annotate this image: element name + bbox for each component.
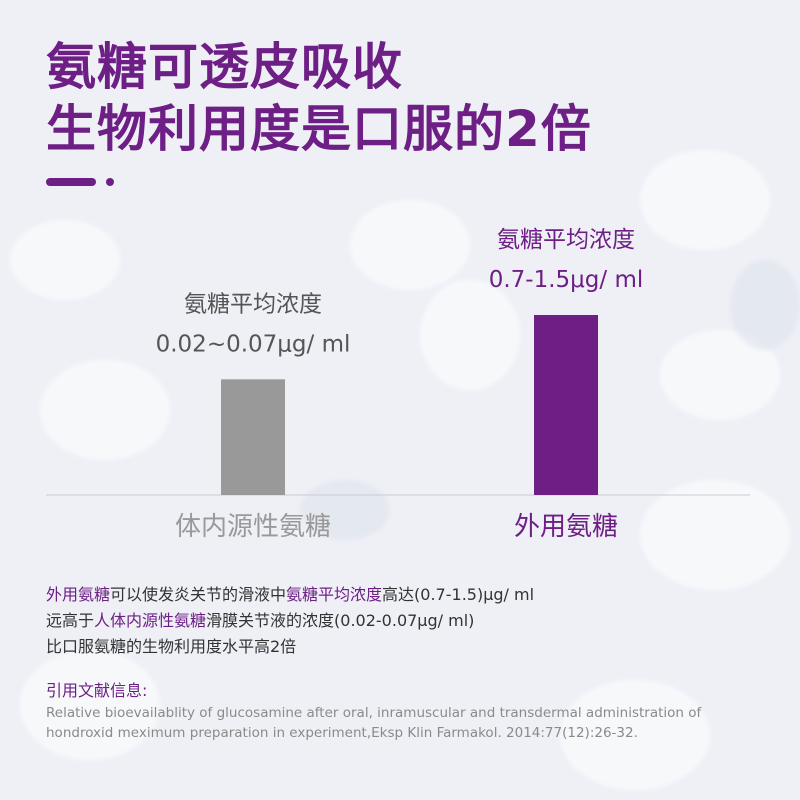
highlight-text: 氨糖平均浓度 <box>286 585 383 604</box>
highlight-text: 外用氨糖 <box>46 585 111 604</box>
data-label-range: 0.7-1.5μg/ ml <box>489 267 644 293</box>
data-label-caption: 氨糖平均浓度 <box>497 227 635 253</box>
background-cell <box>560 680 710 790</box>
background-cell <box>420 280 520 390</box>
data-label-caption: 氨糖平均浓度 <box>184 291 322 317</box>
title-line-1: 氨糖可透皮吸收 <box>46 38 403 96</box>
title-underline-dash <box>46 178 96 186</box>
bar <box>221 379 285 495</box>
highlight-text: 人体内源性氨糖 <box>94 611 207 630</box>
category-label: 体内源性氨糖 <box>175 512 331 542</box>
description-text: 高达(0.7-1.5)μg/ ml <box>382 585 535 604</box>
description-text: 滑膜关节液的浓度(0.02-0.07μg/ ml) <box>206 611 475 630</box>
title-underline-dot <box>106 178 114 186</box>
reference-heading: 引用文献信息: <box>46 681 148 700</box>
description-line-3: 比口服氨糖的生物利用度水平高2倍 <box>46 637 297 656</box>
description-text: 远高于 <box>46 611 95 630</box>
description-text: 可以使发炎关节的滑液中 <box>110 585 287 604</box>
background-cell <box>640 150 770 250</box>
background-cell <box>640 480 790 590</box>
description-line-2: 远高于人体内源性氨糖滑膜关节液的浓度(0.02-0.07μg/ ml) <box>46 608 534 634</box>
title-line-2: 生物利用度是口服的2倍 <box>46 100 592 158</box>
description-line-1: 外用氨糖可以使发炎关节的滑液中氨糖平均浓度高达(0.7-1.5)μg/ ml <box>46 582 534 608</box>
category-label: 外用氨糖 <box>514 512 618 542</box>
background-cell <box>40 360 170 460</box>
background-cell <box>300 480 390 540</box>
background-cell <box>730 260 800 350</box>
data-label-range: 0.02~0.07μg/ ml <box>156 331 351 357</box>
description: 外用氨糖可以使发炎关节的滑液中氨糖平均浓度高达(0.7-1.5)μg/ ml 远… <box>46 582 534 660</box>
page-title: 氨糖可透皮吸收 生物利用度是口服的2倍 <box>46 36 592 160</box>
bar <box>534 315 598 495</box>
background-cell <box>10 220 120 300</box>
background-cell <box>350 200 470 290</box>
reference-text: Relative bioevailablity of glucosamine a… <box>46 705 702 741</box>
background-cell <box>20 650 160 760</box>
